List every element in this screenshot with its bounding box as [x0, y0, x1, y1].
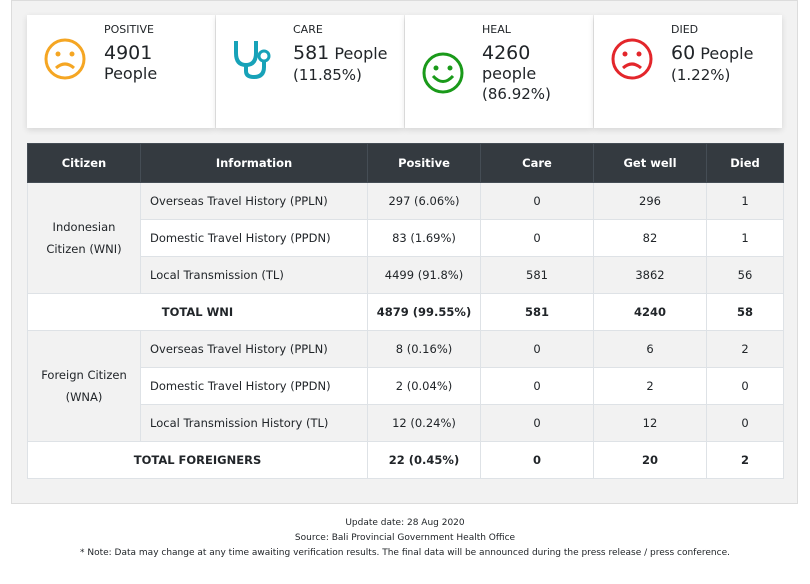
value-cell: 1: [706, 182, 784, 220]
value-cell: 0: [706, 404, 784, 442]
update-date: Update date: 28 Aug 2020: [345, 518, 465, 528]
card-percent: (1.22%): [671, 66, 731, 84]
total-cell: 22 (0.45%): [367, 441, 481, 479]
total-label: TOTAL FOREIGNERS: [27, 441, 368, 479]
data-row: Domestic Travel History (PPDN) 83 (1.69%)…: [28, 219, 784, 257]
total-row: TOTAL FOREIGNERS 22 (0.45%) 0 20 2: [27, 441, 784, 479]
info-cell: Domestic Travel History (PPDN): [140, 219, 368, 257]
total-cell: 20: [593, 441, 707, 479]
header-cell: Died: [706, 143, 784, 183]
card-unit: People: [334, 44, 388, 63]
card-value: 4901: [104, 42, 153, 64]
info-cell: Overseas Travel History (PPLN): [140, 330, 368, 368]
value-cell: 297 (6.06%): [367, 182, 481, 220]
value-cell: 581: [480, 256, 594, 294]
data-row: Indonesian Citizen (WNI) Overseas Travel …: [27, 182, 784, 294]
total-cell: 4879 (99.55%): [367, 293, 481, 331]
total-cell: 581: [480, 293, 594, 331]
value-cell: 296: [593, 182, 707, 220]
footer: Update date: 28 Aug 2020 Source: Bali Pr…: [0, 516, 810, 561]
value-cell: 0: [480, 367, 594, 405]
died-card: DIED 60 People (1.22%): [594, 15, 782, 128]
value-cell: 2: [706, 330, 784, 368]
stethoscope-icon: [234, 41, 271, 80]
source: Source: Bali Provincial Government Healt…: [294, 533, 516, 543]
value-cell: 12 (0.24%): [367, 404, 481, 442]
card-label: DIED: [671, 23, 699, 36]
value-cell: 82: [593, 219, 707, 257]
positive-card: POSITIVE 4901 People: [27, 15, 215, 128]
info-cell: Local Transmission (TL): [140, 256, 368, 294]
sad-icon: [611, 38, 653, 80]
value-cell: 0: [480, 182, 594, 220]
data-row: Domestic Travel History (PPDN) 2 (0.04%) 0…: [28, 367, 784, 405]
card-unit: People: [104, 64, 158, 83]
value-cell: 6: [593, 330, 707, 368]
value-cell: 83 (1.69%): [367, 219, 481, 257]
value-cell: 12: [593, 404, 707, 442]
total-cell: 0: [480, 441, 594, 479]
value-cell: 0: [480, 404, 594, 442]
card-percent: (86.92%): [482, 85, 551, 103]
card-value: 581: [293, 42, 330, 64]
info-cell: Local Transmission History (TL): [140, 404, 368, 442]
value-cell: 56: [706, 256, 784, 294]
data-row: Local Transmission History (TL) 12 (0.24%…: [28, 404, 784, 442]
total-cell: 2: [706, 441, 784, 479]
total-label: TOTAL WNI: [27, 293, 368, 331]
card-label: HEAL: [482, 23, 511, 36]
table-body: Indonesian Citizen (WNI) Overseas Travel …: [27, 182, 784, 479]
card-label: POSITIVE: [104, 23, 154, 36]
value-cell: 8 (0.16%): [367, 330, 481, 368]
sad-icon: [44, 38, 86, 80]
card-value: 4260: [482, 42, 531, 64]
heal-card: HEAL 4260 people (86.92%): [405, 15, 593, 128]
value-cell: 2: [593, 367, 707, 405]
group-label: Foreign Citizen (WNA): [27, 330, 141, 442]
value-cell: 1: [706, 219, 784, 257]
header-cell: Information: [140, 143, 368, 183]
total-cell: 58: [706, 293, 784, 331]
data-row: Foreign Citizen (WNA) Overseas Travel His…: [27, 330, 784, 442]
note: * Note: Data may change at any time awai…: [80, 548, 730, 558]
case-table: Citizen Information Positive Care Get well Di…: [27, 143, 784, 479]
total-row: TOTAL WNI 4879 (99.55%) 581 4240 58: [27, 293, 784, 331]
card-percent: (11.85%): [293, 66, 362, 84]
value-cell: 0: [480, 330, 594, 368]
info-cell: Overseas Travel History (PPLN): [140, 182, 368, 220]
header-cell: Positive: [367, 143, 481, 183]
value-cell: 4499 (91.8%): [367, 256, 481, 294]
header-cell: Get well: [593, 143, 707, 183]
value-cell: 0: [480, 219, 594, 257]
care-card: CARE 581 People (11.85%): [216, 15, 404, 128]
card-value: 60: [671, 42, 696, 64]
header-cell: Citizen: [27, 143, 141, 183]
header-cell: Care: [480, 143, 594, 183]
value-cell: 3862: [593, 256, 707, 294]
card-unit: People: [700, 44, 754, 63]
group-label: Indonesian Citizen (WNI): [27, 182, 141, 294]
total-cell: 4240: [593, 293, 707, 331]
smile-icon: [422, 52, 464, 94]
data-row: Local Transmission (TL) 4499 (91.8%) 581 38…: [28, 256, 784, 294]
value-cell: 0: [706, 367, 784, 405]
card-unit: people: [482, 64, 537, 83]
value-cell: 2 (0.04%): [367, 367, 481, 405]
header-row: Citizen Information Positive Care Get well Di…: [27, 143, 784, 183]
card-label: CARE: [293, 23, 323, 36]
info-cell: Domestic Travel History (PPDN): [140, 367, 368, 405]
